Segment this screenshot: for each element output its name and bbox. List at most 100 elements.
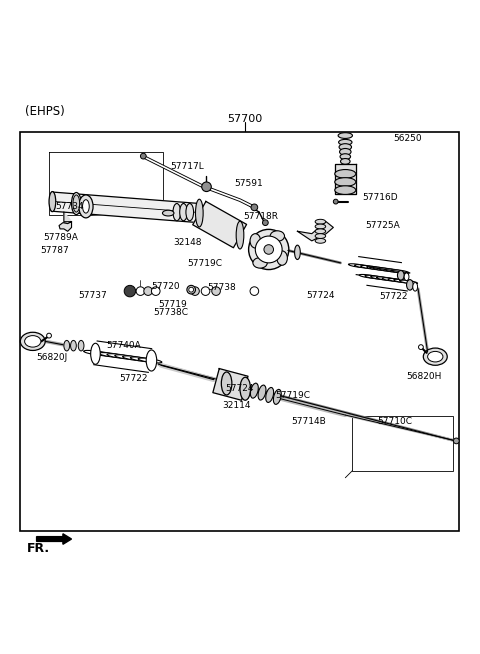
Ellipse shape: [138, 358, 162, 363]
Text: 32148: 32148: [173, 238, 202, 247]
Ellipse shape: [72, 192, 81, 215]
Ellipse shape: [274, 389, 281, 404]
Ellipse shape: [258, 385, 266, 400]
Text: 57714B: 57714B: [292, 417, 326, 426]
Circle shape: [141, 153, 146, 159]
Ellipse shape: [359, 275, 377, 278]
Ellipse shape: [189, 287, 193, 292]
Ellipse shape: [394, 279, 412, 283]
Ellipse shape: [355, 265, 372, 268]
Ellipse shape: [335, 186, 356, 194]
Ellipse shape: [173, 203, 180, 221]
Ellipse shape: [407, 280, 413, 290]
Ellipse shape: [24, 336, 41, 347]
Text: 57740A: 57740A: [106, 341, 141, 350]
Ellipse shape: [338, 139, 352, 145]
Ellipse shape: [91, 351, 115, 356]
Circle shape: [264, 245, 274, 254]
Text: 57700: 57700: [227, 114, 263, 124]
Circle shape: [419, 345, 423, 349]
Circle shape: [212, 287, 220, 296]
Circle shape: [333, 199, 338, 204]
Text: 57738: 57738: [207, 283, 236, 292]
Text: 57716D: 57716D: [362, 194, 397, 202]
Ellipse shape: [335, 178, 356, 186]
Ellipse shape: [315, 224, 325, 229]
Ellipse shape: [399, 280, 418, 284]
Ellipse shape: [385, 269, 403, 273]
Ellipse shape: [340, 154, 350, 160]
Text: 57724: 57724: [226, 385, 254, 393]
Text: 57710C: 57710C: [377, 417, 412, 426]
Ellipse shape: [335, 169, 356, 178]
Circle shape: [152, 287, 160, 296]
Text: 57789A: 57789A: [44, 233, 79, 243]
Ellipse shape: [20, 332, 45, 351]
Ellipse shape: [270, 231, 285, 241]
Text: FR.: FR.: [27, 542, 50, 555]
Polygon shape: [298, 222, 333, 241]
Text: (EHPS): (EHPS): [24, 105, 64, 118]
Text: 32114: 32114: [222, 401, 250, 410]
Ellipse shape: [221, 372, 232, 395]
Ellipse shape: [49, 192, 56, 212]
Text: 56820H: 56820H: [407, 371, 442, 381]
Ellipse shape: [339, 144, 351, 150]
Circle shape: [250, 287, 259, 296]
Ellipse shape: [373, 267, 391, 271]
Circle shape: [144, 287, 153, 296]
Polygon shape: [335, 164, 356, 194]
Ellipse shape: [348, 264, 366, 267]
Ellipse shape: [180, 203, 187, 221]
Ellipse shape: [240, 377, 251, 400]
Text: 57787: 57787: [40, 247, 69, 256]
Circle shape: [263, 220, 268, 226]
Text: 57719C: 57719C: [187, 259, 222, 268]
Ellipse shape: [371, 276, 389, 280]
Ellipse shape: [338, 133, 352, 139]
Text: 56250: 56250: [393, 135, 422, 143]
Text: 57725A: 57725A: [365, 220, 400, 230]
Ellipse shape: [64, 340, 70, 351]
Ellipse shape: [146, 350, 157, 371]
Ellipse shape: [295, 245, 300, 260]
Ellipse shape: [84, 351, 108, 355]
Circle shape: [454, 438, 459, 444]
Text: 57738C: 57738C: [153, 307, 188, 317]
Ellipse shape: [365, 275, 383, 279]
Ellipse shape: [340, 158, 350, 164]
Ellipse shape: [251, 383, 258, 398]
Circle shape: [191, 287, 199, 296]
Text: 56820J: 56820J: [36, 353, 68, 362]
Ellipse shape: [388, 279, 406, 283]
Ellipse shape: [236, 221, 244, 249]
Ellipse shape: [423, 348, 447, 366]
Ellipse shape: [131, 357, 154, 362]
Ellipse shape: [315, 239, 325, 243]
Text: 57717L: 57717L: [170, 162, 204, 171]
Ellipse shape: [99, 353, 123, 358]
Polygon shape: [213, 369, 248, 400]
Ellipse shape: [79, 195, 93, 218]
Ellipse shape: [397, 271, 404, 280]
Ellipse shape: [404, 273, 409, 281]
Circle shape: [136, 287, 145, 296]
Ellipse shape: [186, 203, 193, 221]
Circle shape: [124, 285, 136, 297]
Ellipse shape: [277, 251, 288, 266]
Text: 57737: 57737: [78, 291, 107, 300]
Ellipse shape: [115, 354, 139, 360]
Ellipse shape: [428, 351, 443, 362]
Ellipse shape: [71, 340, 76, 351]
Ellipse shape: [360, 266, 379, 269]
Circle shape: [249, 230, 289, 269]
Text: 57591: 57591: [234, 179, 263, 188]
Ellipse shape: [73, 195, 80, 212]
Circle shape: [255, 236, 282, 263]
Ellipse shape: [122, 356, 146, 361]
Ellipse shape: [195, 199, 203, 227]
Ellipse shape: [83, 199, 89, 213]
Text: 57719C: 57719C: [275, 392, 310, 400]
Text: 57724: 57724: [306, 291, 335, 300]
Ellipse shape: [78, 340, 84, 351]
